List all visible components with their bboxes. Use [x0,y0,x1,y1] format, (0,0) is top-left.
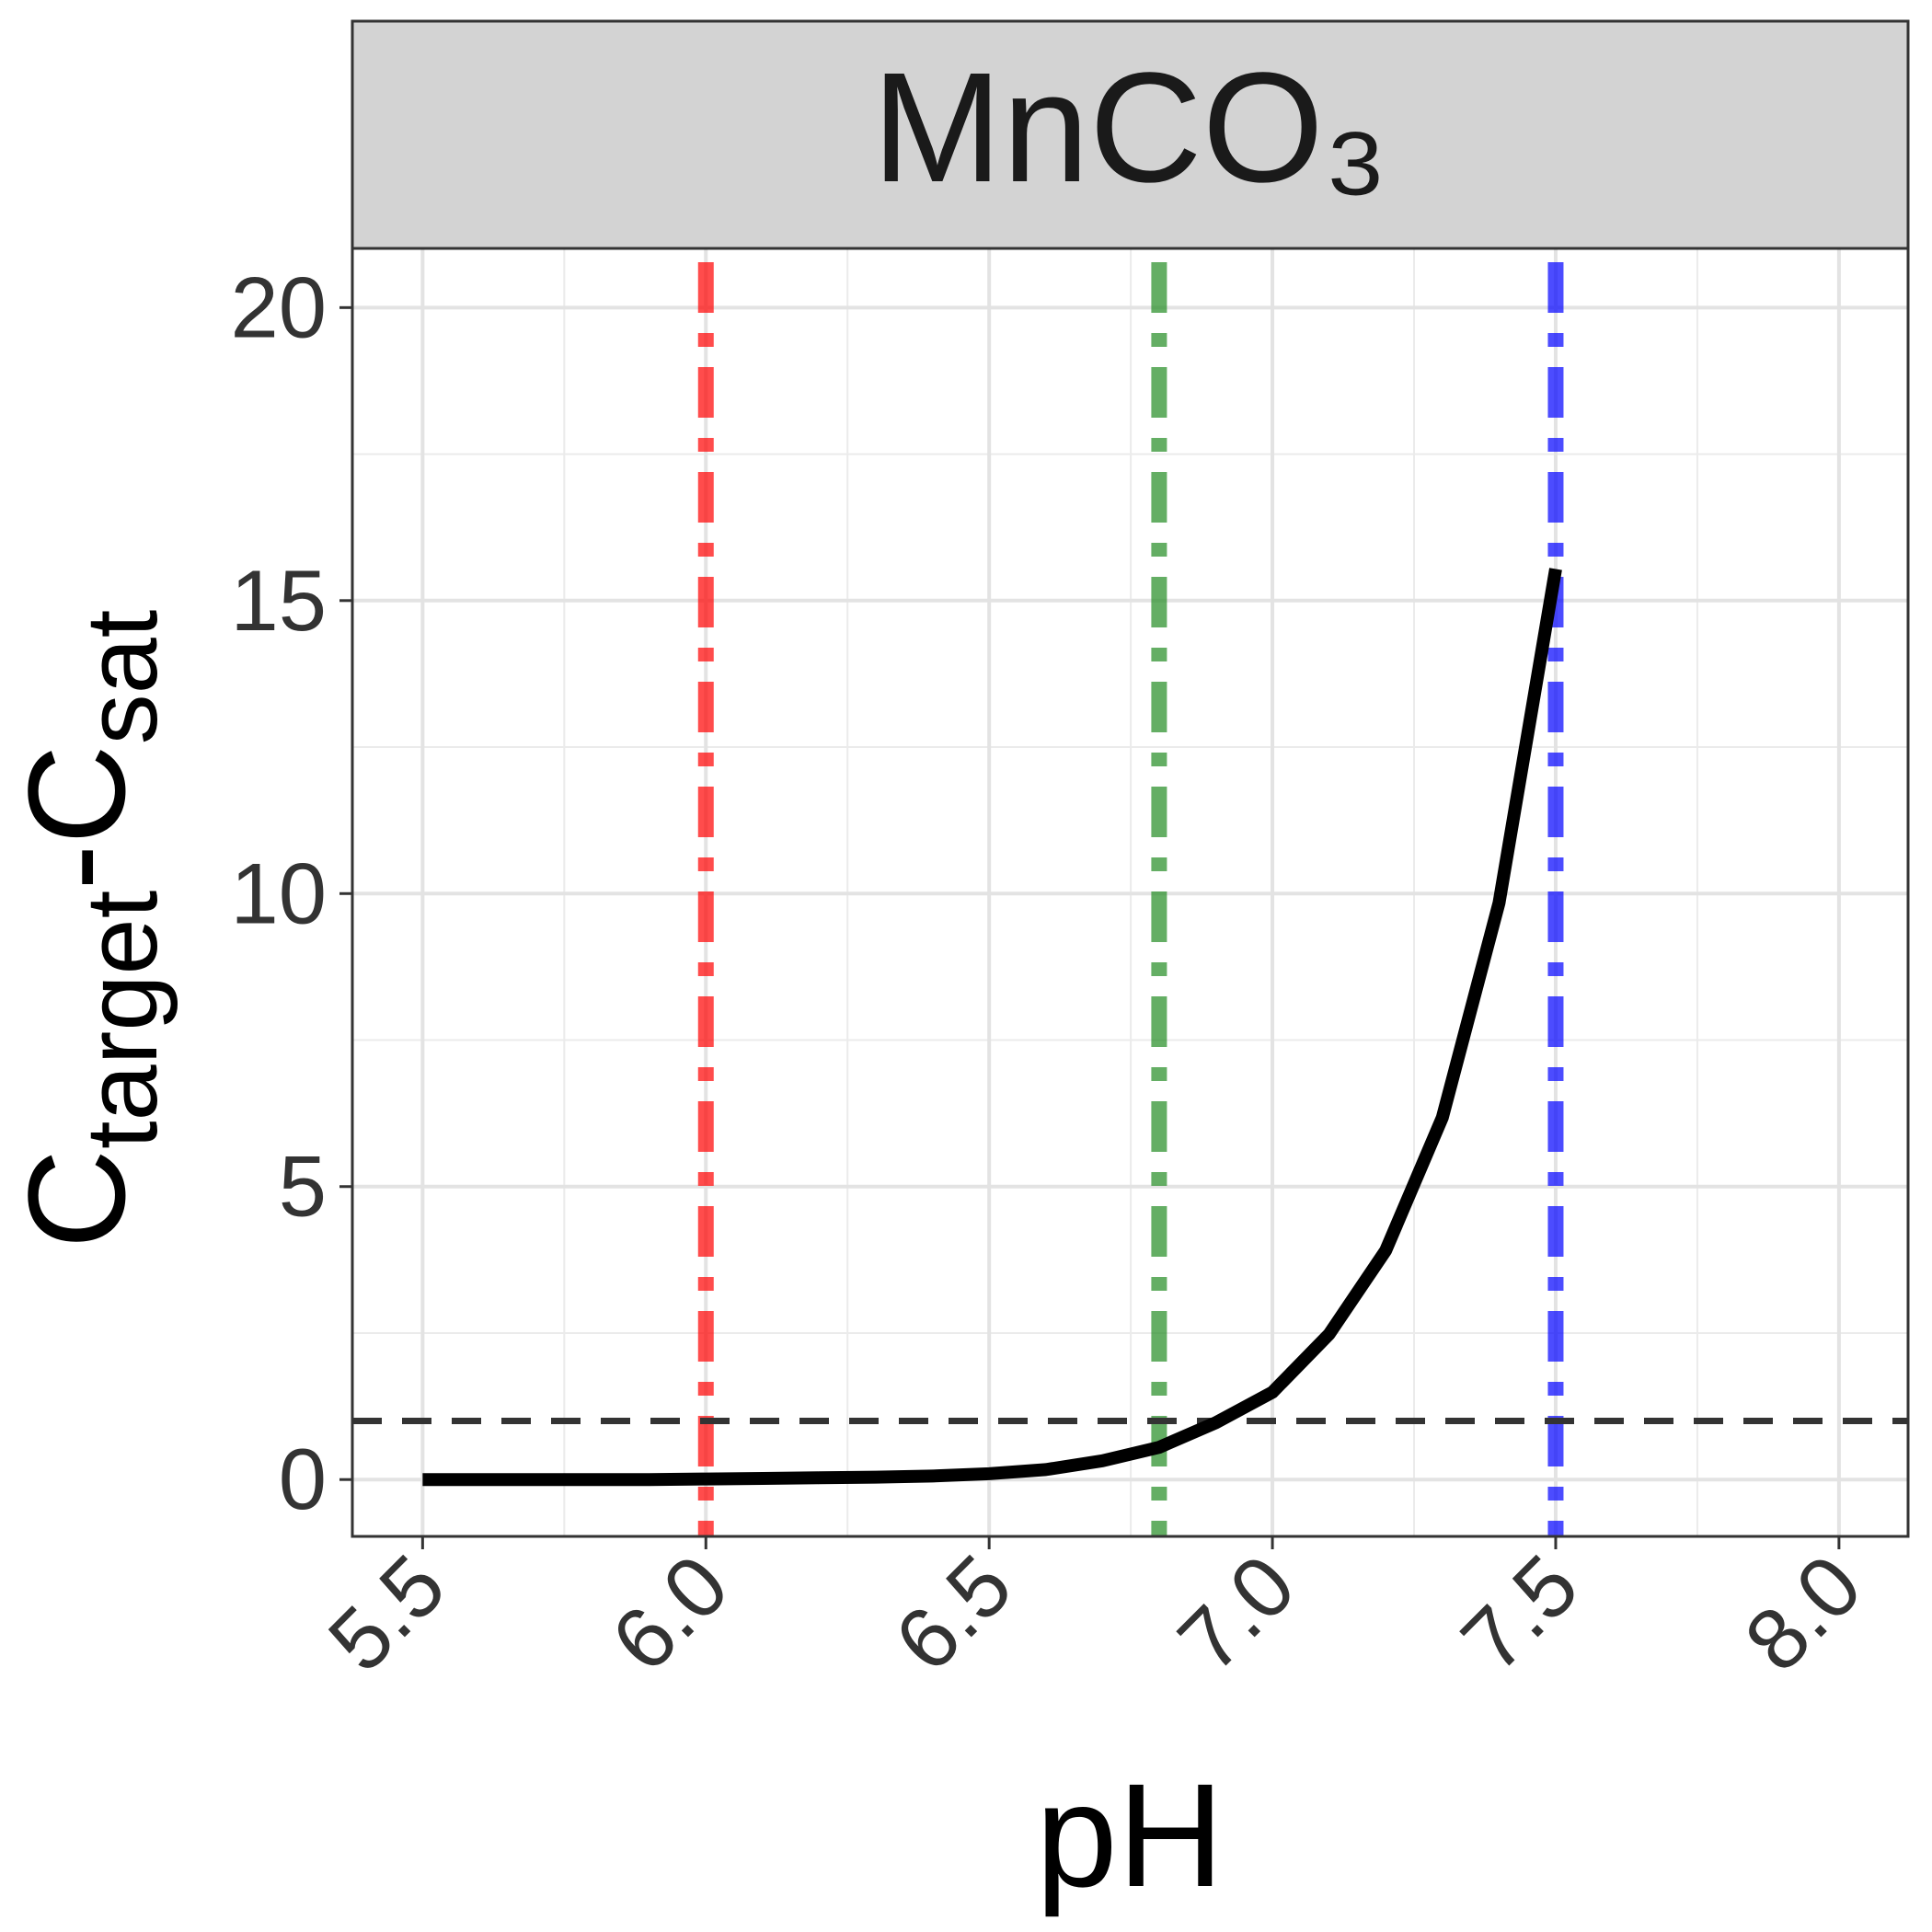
y-tick-label: 5 [279,1138,327,1235]
y-tick-label: 0 [279,1431,327,1527]
chart-title: MnCO₃ [872,40,1387,215]
y-title-part: C [0,1149,154,1248]
data-line [422,568,1562,1487]
y-title-subscript: target [65,891,178,1149]
y-axis-title: Ctarget-Csat [0,610,178,1249]
y-tick-label: 10 [230,845,327,941]
y-title-part: -C [0,744,154,890]
y-tick-label: 15 [230,552,327,649]
x-axis-title: pH [1036,1753,1225,1917]
y-title-subscript: sat [65,610,178,745]
y-tick-label: 20 [230,259,327,355]
facet-strip [351,19,1910,250]
panel-border [351,247,1910,1538]
